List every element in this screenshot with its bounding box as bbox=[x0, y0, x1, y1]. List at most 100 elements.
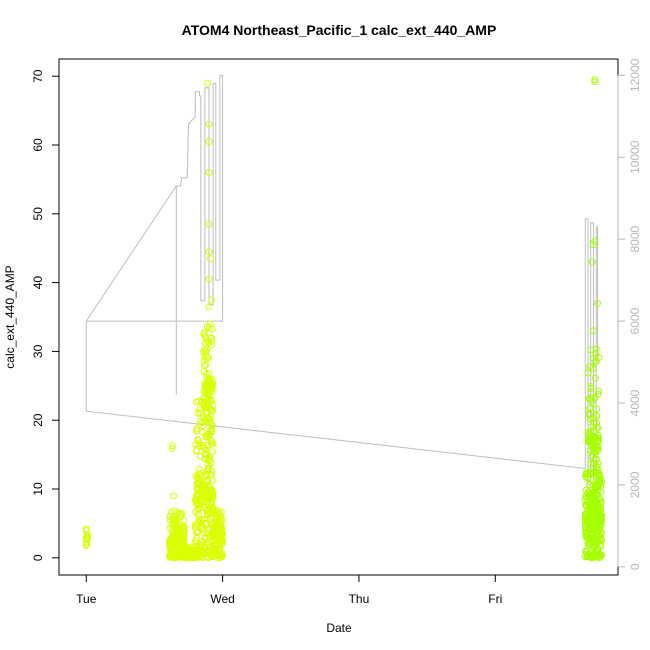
data-point bbox=[208, 476, 216, 484]
data-point bbox=[167, 541, 175, 549]
data-point bbox=[210, 546, 218, 554]
data-point bbox=[588, 258, 596, 266]
data-point bbox=[586, 491, 594, 499]
data-point bbox=[208, 337, 216, 345]
data-point bbox=[170, 492, 177, 500]
data-point bbox=[208, 437, 216, 445]
data-point bbox=[200, 368, 208, 376]
data-point bbox=[584, 369, 592, 377]
data-point bbox=[168, 444, 176, 452]
data-point bbox=[200, 357, 208, 365]
data-point bbox=[192, 537, 199, 545]
data-point bbox=[208, 383, 216, 390]
data-point bbox=[205, 324, 213, 331]
data-point bbox=[593, 516, 601, 524]
data-point bbox=[209, 507, 217, 515]
data-point bbox=[585, 524, 593, 532]
data-point bbox=[590, 241, 597, 249]
data-point bbox=[595, 434, 602, 442]
data-point bbox=[208, 467, 216, 475]
data-point bbox=[206, 396, 214, 404]
y-axis: 0 10 20 30 40 50 60 70 bbox=[31, 69, 60, 561]
data-point bbox=[593, 463, 601, 471]
data-point bbox=[82, 525, 90, 533]
data-point bbox=[180, 516, 188, 524]
data-point bbox=[207, 406, 215, 414]
data-point bbox=[591, 443, 599, 451]
data-point bbox=[200, 443, 208, 451]
y-tick-label: 40 bbox=[31, 276, 45, 290]
data-point bbox=[83, 533, 91, 541]
data-point bbox=[192, 440, 200, 448]
data-point bbox=[596, 532, 604, 539]
data-point bbox=[204, 395, 212, 403]
y2-tick-label: 6000 bbox=[628, 307, 642, 334]
data-point bbox=[584, 550, 591, 558]
data-point bbox=[167, 509, 175, 516]
data-point bbox=[596, 473, 604, 481]
data-point bbox=[585, 501, 593, 509]
data-point bbox=[195, 519, 203, 526]
y-tick-label: 60 bbox=[31, 138, 45, 152]
data-point bbox=[590, 525, 598, 533]
data-point bbox=[208, 375, 216, 383]
data-point bbox=[587, 460, 595, 468]
y2-axis: 0 2000 4000 6000 8000 10000 12000 bbox=[617, 58, 642, 570]
data-point bbox=[584, 429, 592, 437]
y2-tick-label: 4000 bbox=[628, 389, 642, 416]
data-point bbox=[204, 398, 212, 406]
data-point bbox=[588, 453, 596, 461]
data-point bbox=[200, 544, 208, 552]
data-point bbox=[592, 345, 600, 353]
data-point bbox=[199, 551, 207, 559]
data-point bbox=[204, 408, 212, 416]
data-point bbox=[176, 527, 184, 534]
data-point bbox=[191, 523, 199, 531]
y-tick-label: 30 bbox=[31, 344, 45, 358]
x-tick-label: Tue bbox=[76, 592, 97, 606]
data-point bbox=[205, 275, 213, 283]
data-point bbox=[217, 518, 225, 526]
data-point bbox=[207, 419, 215, 427]
data-point bbox=[205, 303, 213, 311]
y-tick-label: 50 bbox=[31, 207, 45, 221]
data-point bbox=[170, 533, 178, 541]
data-point bbox=[201, 533, 209, 541]
data-point bbox=[589, 364, 597, 372]
data-point bbox=[201, 415, 209, 423]
data-point bbox=[589, 511, 597, 519]
data-point bbox=[209, 488, 216, 496]
data-point bbox=[214, 506, 222, 514]
data-point bbox=[587, 385, 595, 392]
data-point bbox=[203, 535, 211, 543]
data-point bbox=[596, 541, 604, 549]
data-point bbox=[209, 493, 217, 501]
data-point bbox=[590, 542, 598, 550]
data-point bbox=[179, 533, 187, 541]
data-point bbox=[206, 489, 214, 497]
data-point bbox=[587, 500, 595, 508]
data-point bbox=[194, 499, 202, 507]
plot-frame bbox=[58, 58, 619, 576]
data-point bbox=[170, 518, 178, 526]
data-point bbox=[217, 513, 225, 521]
x-tick-label: Thu bbox=[349, 592, 370, 606]
data-point bbox=[592, 412, 600, 420]
data-point bbox=[200, 414, 208, 422]
data-point bbox=[205, 370, 213, 377]
data-point bbox=[204, 430, 212, 438]
line-series bbox=[85, 74, 598, 519]
data-point bbox=[581, 510, 589, 518]
y-tick-label: 20 bbox=[31, 413, 45, 427]
data-point bbox=[206, 457, 214, 465]
data-point bbox=[214, 554, 222, 562]
data-point bbox=[196, 406, 204, 413]
data-point bbox=[212, 530, 220, 538]
data-point bbox=[195, 465, 203, 473]
data-point bbox=[586, 396, 594, 404]
y-tick-label: 10 bbox=[31, 482, 45, 496]
data-point bbox=[586, 427, 594, 435]
data-point bbox=[592, 448, 599, 455]
data-point bbox=[195, 470, 203, 478]
